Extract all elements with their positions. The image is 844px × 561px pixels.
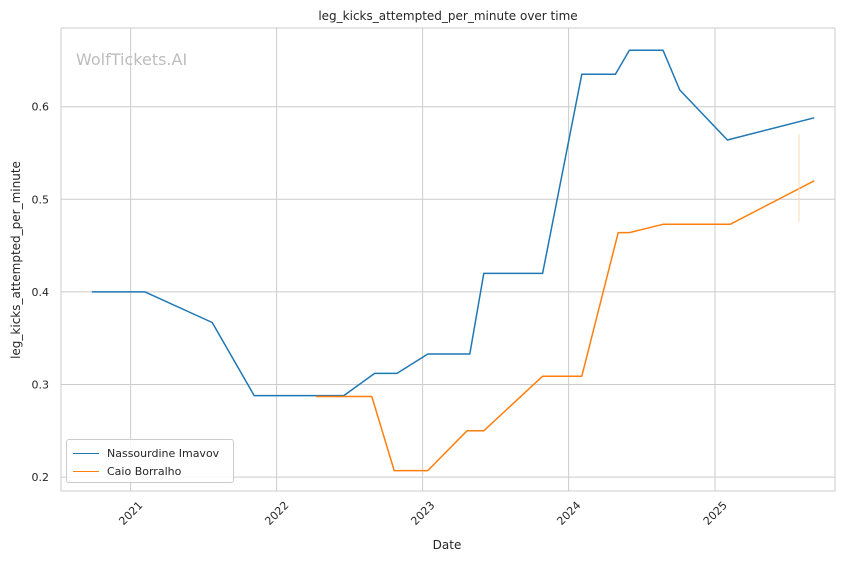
y-gridlines	[61, 106, 835, 478]
legend-item-1: Nassourdine Imavov	[73, 444, 219, 462]
y-tick-label: 0.2	[32, 471, 50, 484]
y-tick-label: 0.5	[32, 193, 50, 206]
x-tick-label: 2023	[408, 499, 437, 528]
series-line-2	[315, 180, 815, 472]
x-tick-label: 2024	[554, 499, 583, 528]
y-axis-ticks: 0.2 0.3 0.4 0.5 0.6	[32, 101, 50, 484]
x-tick-label: 2021	[116, 499, 145, 528]
y-axis-label: leg_kicks_attempted_per_minute	[9, 161, 23, 359]
x-tick-label: 2025	[701, 499, 730, 528]
x-tick-label: 2022	[262, 499, 291, 528]
y-tick-label: 0.4	[32, 286, 50, 299]
x-axis-label: Date	[433, 538, 462, 552]
legend-swatch-1	[73, 452, 99, 454]
legend-swatch-2	[73, 470, 99, 472]
watermark: WolfTickets.AI	[76, 50, 187, 69]
y-tick-label: 0.6	[32, 101, 50, 114]
legend-label-1: Nassourdine Imavov	[107, 446, 220, 460]
legend-label-2: Caio Borralho	[107, 464, 182, 478]
legend: Nassourdine Imavov Caio Borralho	[66, 439, 234, 483]
series-layer	[91, 49, 815, 472]
plot-area	[60, 27, 836, 492]
chart-title: leg_kicks_attempted_per_minute over time	[318, 9, 577, 23]
x-axis-ticks: 2021 2022 2023 2024 2025	[116, 499, 729, 528]
legend-item-2: Caio Borralho	[73, 462, 181, 480]
y-tick-label: 0.3	[32, 379, 50, 392]
series-line-1	[91, 49, 815, 397]
x-gridlines	[130, 28, 716, 491]
